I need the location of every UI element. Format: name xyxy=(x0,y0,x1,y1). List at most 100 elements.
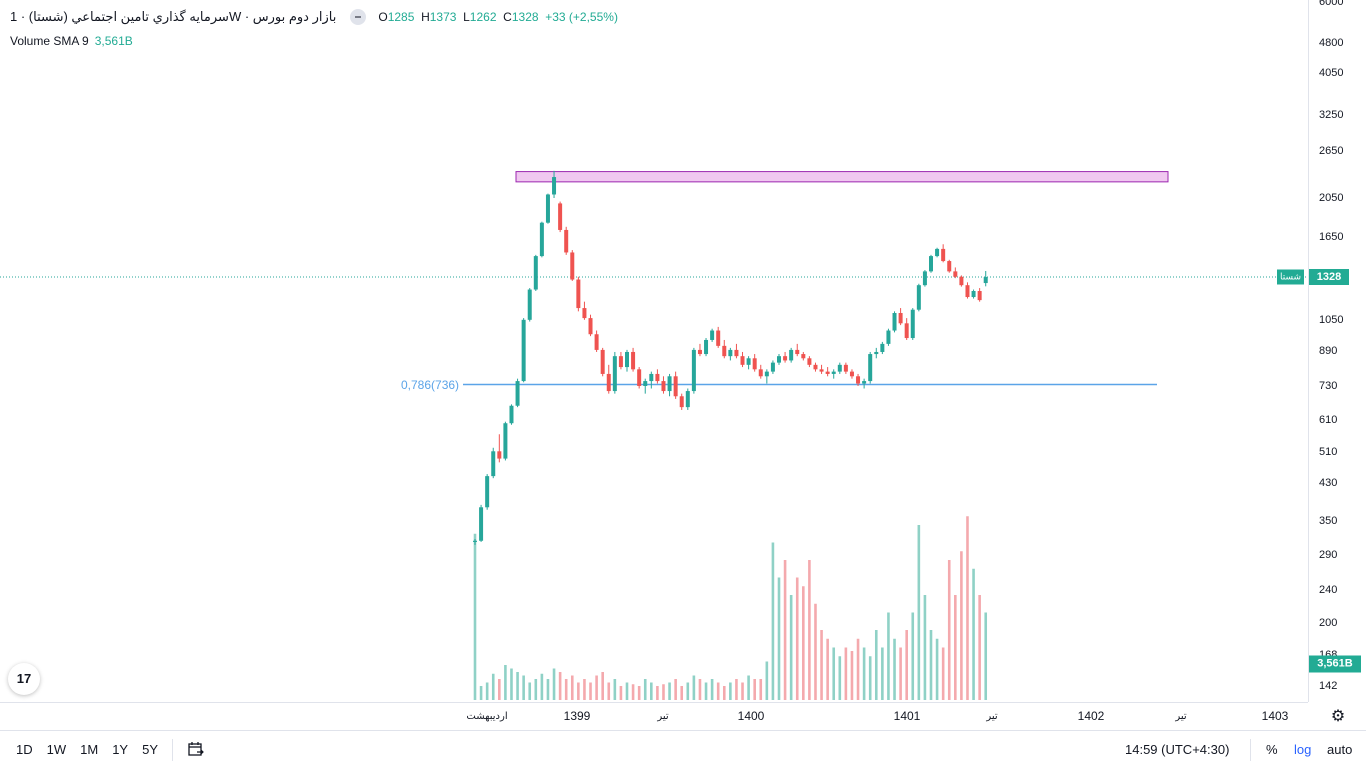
candle-body xyxy=(637,369,642,386)
price-tick-label: 730 xyxy=(1319,380,1338,392)
divider xyxy=(1250,739,1251,761)
volume-bar xyxy=(735,679,738,700)
candle-body xyxy=(947,261,952,272)
candle-body xyxy=(831,371,836,374)
candle-body xyxy=(959,276,964,286)
auto-scale-toggle[interactable]: auto xyxy=(1327,742,1353,757)
price-axis[interactable]: 6000 4800 4050 3250 2650 2050 1650 1050 890 730 61… xyxy=(1308,0,1366,702)
range-selector: 1D 1W 1M 1Y 5Y xyxy=(16,742,158,757)
candle-body xyxy=(862,381,867,384)
range-button-1w[interactable]: 1W xyxy=(46,742,67,757)
volume-bar xyxy=(747,675,750,700)
symbol-title[interactable]: سرمايه گذاري تامين اجتماعي (شستا) · 1W ·… xyxy=(10,9,337,24)
volume-bar xyxy=(972,568,975,700)
volume-bar xyxy=(795,577,799,700)
volume-bar xyxy=(528,682,532,700)
candle-body xyxy=(491,451,496,477)
percent-scale-toggle[interactable]: % xyxy=(1266,742,1278,757)
price-tick-label: 1650 xyxy=(1319,231,1344,243)
price-tick-label: 2650 xyxy=(1319,145,1344,157)
candle-body xyxy=(582,308,587,319)
candle-body xyxy=(655,373,660,382)
chart-pane[interactable]: سرمايه گذاري تامين اجتماعي (شستا) · 1W ·… xyxy=(0,0,1308,702)
range-button-1m[interactable]: 1M xyxy=(80,742,99,757)
volume-bar xyxy=(534,679,538,700)
open-label: O xyxy=(378,10,388,24)
volume-bar xyxy=(832,647,836,700)
volume-bar xyxy=(686,682,690,700)
range-button-5y[interactable]: 5Y xyxy=(142,742,158,757)
volume-bar xyxy=(783,560,787,700)
volume-bar xyxy=(716,682,720,700)
timezone-clock[interactable]: 14:59 (UTC+4:30) xyxy=(1125,742,1230,757)
range-button-1d[interactable]: 1D xyxy=(16,742,33,757)
volume-bar xyxy=(771,542,775,700)
volume-bar xyxy=(935,638,939,700)
candle-body xyxy=(527,289,532,320)
time-tick-label: 1399 xyxy=(563,709,591,723)
price-chart[interactable] xyxy=(0,0,1308,702)
volume-bar xyxy=(917,525,921,700)
candle-body xyxy=(777,356,781,363)
volume-bar xyxy=(625,682,629,700)
resistance-zone xyxy=(515,171,1169,183)
volume-bar xyxy=(862,647,866,700)
candle-body xyxy=(740,356,745,365)
range-button-1y[interactable]: 1Y xyxy=(112,742,129,757)
candle-body xyxy=(868,354,873,382)
volume-bar xyxy=(595,675,598,700)
volume-bar xyxy=(802,586,805,700)
candle-body xyxy=(710,330,715,340)
volume-indicator-value: 3,561B xyxy=(94,34,133,48)
volume-bar xyxy=(722,686,726,700)
candle-body xyxy=(983,277,988,284)
volume-indicator-name: Volume SMA 9 xyxy=(10,34,89,48)
volume-bar xyxy=(631,684,635,700)
volume-bar xyxy=(704,682,708,700)
candle-body xyxy=(539,222,544,257)
volume-bar xyxy=(947,560,951,700)
volume-bar xyxy=(668,682,671,700)
candle-body xyxy=(631,351,636,370)
low-value: 1262 xyxy=(469,10,497,24)
volume-bar xyxy=(729,682,732,700)
time-axis[interactable]: ⚙ اردیبهشت 1399 تیر 1400 1401 تیر 1402 تیر 1403 xyxy=(0,702,1345,731)
volume-badge: 3,561B xyxy=(1309,655,1361,673)
candle-body xyxy=(929,256,933,272)
volume-legend[interactable]: Volume SMA 9 3,561B xyxy=(10,34,133,48)
volume-bar xyxy=(978,595,981,700)
candle-body xyxy=(716,330,721,346)
log-scale-toggle[interactable]: log xyxy=(1294,742,1312,757)
candle-body xyxy=(545,194,550,223)
go-to-date-icon[interactable] xyxy=(188,741,204,757)
candle-body xyxy=(673,376,678,397)
price-tick-label: 6000 xyxy=(1319,0,1344,8)
candle-body xyxy=(813,364,818,370)
price-tick-label: 142 xyxy=(1319,680,1338,692)
candle-body xyxy=(770,362,775,372)
volume-bar xyxy=(510,668,513,700)
tradingview-logo-icon[interactable]: 17 xyxy=(8,663,40,695)
volume-bar xyxy=(692,675,696,700)
gear-icon[interactable]: ⚙ xyxy=(1330,708,1346,725)
volume-bar xyxy=(850,651,854,700)
chart-legend: سرمايه گذاري تامين اجتماعي (شستا) · 1W ·… xyxy=(10,9,618,25)
candle-body xyxy=(734,349,739,357)
price-tick-label: 4050 xyxy=(1319,67,1344,79)
candle-body xyxy=(886,330,891,344)
candle-body xyxy=(971,291,976,298)
volume-bar xyxy=(874,630,878,700)
close-value: 1328 xyxy=(511,10,539,24)
volume-bar xyxy=(577,682,580,700)
divider xyxy=(172,739,173,761)
hide-legend-icon[interactable] xyxy=(350,9,367,25)
candle-body xyxy=(789,349,794,361)
low-label: L xyxy=(463,10,470,24)
candle-body xyxy=(977,291,982,301)
candle-body xyxy=(910,309,915,339)
high-value: 1373 xyxy=(429,10,457,24)
volume-bar xyxy=(546,679,550,700)
volume-bar xyxy=(899,647,902,700)
volume-bar xyxy=(814,603,817,700)
volume-bar xyxy=(637,686,641,700)
